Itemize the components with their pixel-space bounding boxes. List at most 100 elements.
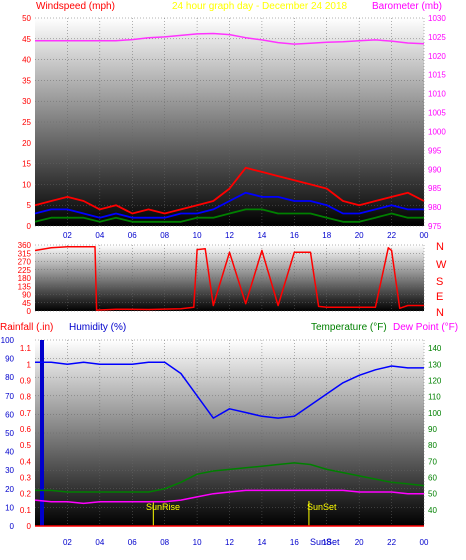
temperature-tick-label: 90 bbox=[428, 425, 437, 434]
wind-x-tick-label: 08 bbox=[160, 231, 169, 240]
compass-w: W bbox=[436, 259, 447, 271]
rainfall-axis-bar bbox=[40, 340, 44, 526]
wind-x-tick-label: 22 bbox=[387, 231, 396, 240]
humidity-tick-label: 100 bbox=[1, 336, 15, 345]
bottom-x-tick-label: 12 bbox=[225, 538, 234, 547]
direction-tick-label: 0 bbox=[27, 307, 32, 316]
humidity-panel-series-1 bbox=[35, 462, 425, 493]
wind-tick-label: 10 bbox=[22, 180, 31, 189]
wind-tick-label: 45 bbox=[22, 35, 31, 44]
sunrise-label: SunRise bbox=[146, 502, 180, 512]
wind-x-tick-label: 16 bbox=[290, 231, 299, 240]
direction-tick-label: 180 bbox=[18, 274, 32, 283]
wind-x-tick-label: 12 bbox=[225, 231, 234, 240]
humidity-tick-label: 90 bbox=[5, 355, 14, 364]
windspeed-axis-title: Windspeed (mph) bbox=[36, 1, 115, 12]
bottom-x-tick-label: 22 bbox=[387, 538, 396, 547]
wind-x-tick-label: 00 bbox=[420, 231, 429, 240]
barometer-tick-label: 985 bbox=[428, 184, 442, 193]
rainfall-tick-label: 0.6 bbox=[20, 425, 32, 434]
barometer-tick-label: 1030 bbox=[428, 14, 446, 23]
wind-tick-label: 20 bbox=[22, 139, 31, 148]
sunset-label: SunSet bbox=[307, 502, 337, 512]
humidity-tick-label: 0 bbox=[10, 522, 15, 531]
bottom-x-tick-label: 06 bbox=[128, 538, 137, 547]
wind-x-tick-label: 02 bbox=[63, 231, 72, 240]
barometer-tick-label: 1025 bbox=[428, 33, 446, 42]
temperature-axis-title: Temperature (°F) bbox=[311, 322, 387, 333]
temperature-tick-label: 50 bbox=[428, 490, 437, 499]
dewpoint-axis-title: Dew Point (°F) bbox=[393, 322, 458, 333]
bottom-x-tick-label: 00 bbox=[420, 538, 429, 547]
compass-e: E bbox=[436, 291, 443, 303]
rainfall-tick-label: 0.8 bbox=[20, 393, 32, 402]
direction-tick-label: 360 bbox=[18, 241, 32, 250]
barometer-tick-label: 1015 bbox=[428, 71, 446, 80]
rainfall-tick-label: 0 bbox=[27, 522, 32, 531]
wind-tick-label: 25 bbox=[22, 118, 31, 127]
barometer-tick-label: 1010 bbox=[428, 90, 446, 99]
temperature-tick-label: 120 bbox=[428, 376, 442, 385]
rainfall-tick-label: 0.2 bbox=[20, 490, 32, 499]
humidity-panel-series-0 bbox=[35, 361, 424, 419]
rainfall-tick-label: 0.5 bbox=[20, 441, 32, 450]
rainfall-tick-label: 0.1 bbox=[20, 506, 32, 515]
direction-tick-label: 225 bbox=[18, 266, 32, 275]
bottom-x-tick-label: 18 bbox=[322, 538, 331, 547]
barometer-tick-label: 1000 bbox=[428, 127, 446, 136]
direction-tick-label: 270 bbox=[18, 258, 32, 267]
bottom-x-tick-label: 04 bbox=[95, 538, 104, 547]
humidity-tick-label: 80 bbox=[5, 373, 14, 382]
wind-series-3 bbox=[34, 208, 424, 223]
direction-tick-label: 315 bbox=[18, 249, 32, 258]
wind-x-tick-label: 20 bbox=[355, 231, 364, 240]
direction-tick-label: 135 bbox=[18, 282, 32, 291]
wind-tick-label: 35 bbox=[22, 76, 31, 85]
rainfall-tick-label: 0.7 bbox=[20, 409, 32, 418]
barometer-tick-label: 975 bbox=[428, 222, 442, 231]
humidity-tick-label: 60 bbox=[5, 410, 14, 419]
compass-n-top: N bbox=[436, 241, 444, 253]
tick-labels: 0510152025303540455097598098599099510001… bbox=[1, 14, 447, 547]
bottom-x-tick-label: 08 bbox=[160, 538, 169, 547]
temperature-tick-label: 60 bbox=[428, 473, 437, 482]
bottom-x-tick-label: 16 bbox=[290, 538, 299, 547]
humidity-tick-label: 50 bbox=[5, 429, 14, 438]
wind-tick-label: 40 bbox=[22, 56, 31, 65]
sunset-axis-label: SunSet bbox=[310, 537, 340, 547]
temperature-tick-label: 110 bbox=[428, 393, 441, 402]
wind-x-tick-label: 14 bbox=[257, 231, 266, 240]
compass-s: S bbox=[436, 276, 443, 288]
temperature-tick-label: 70 bbox=[428, 457, 437, 466]
humidity-tick-label: 30 bbox=[5, 466, 14, 475]
temperature-tick-label: 100 bbox=[428, 409, 442, 418]
wind-tick-label: 30 bbox=[22, 97, 31, 106]
bottom-x-tick-label: 10 bbox=[193, 538, 202, 547]
temperature-tick-label: 40 bbox=[428, 506, 437, 515]
humidity-tick-label: 10 bbox=[5, 503, 14, 512]
humidity-axis-title: Humidity (%) bbox=[69, 322, 126, 333]
data-series bbox=[34, 32, 425, 527]
barometer-tick-label: 980 bbox=[428, 203, 442, 212]
humidity-tick-label: 70 bbox=[5, 392, 14, 401]
wind-x-tick-label: 10 bbox=[193, 231, 202, 240]
wind-tick-label: 15 bbox=[22, 160, 31, 169]
barometer-tick-label: 1020 bbox=[428, 52, 446, 61]
wind-x-tick-label: 18 bbox=[322, 231, 331, 240]
wind-tick-label: 50 bbox=[22, 14, 31, 23]
rainfall-axis-title: Rainfall (.in) bbox=[0, 322, 53, 333]
barometer-tick-label: 1005 bbox=[428, 109, 446, 118]
wind-x-tick-label: 06 bbox=[128, 231, 137, 240]
temperature-tick-label: 130 bbox=[428, 360, 442, 369]
direction-tick-label: 45 bbox=[22, 299, 31, 308]
bottom-x-tick-label: 02 bbox=[63, 538, 72, 547]
temperature-tick-label: 80 bbox=[428, 441, 437, 450]
humidity-tick-label: 20 bbox=[5, 485, 14, 494]
temperature-tick-label: 140 bbox=[428, 344, 442, 353]
wind-tick-label: 5 bbox=[27, 201, 32, 210]
humidity-panel-series-2 bbox=[34, 489, 424, 505]
rainfall-tick-label: 1 bbox=[27, 360, 32, 369]
wind-tick-label: 0 bbox=[27, 222, 32, 231]
